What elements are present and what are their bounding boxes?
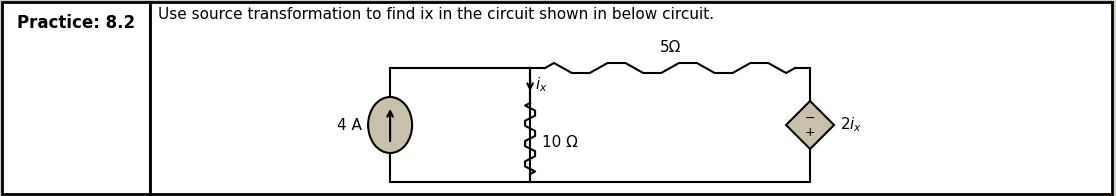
- Polygon shape: [786, 101, 834, 149]
- Text: $2i_x$: $2i_x$: [840, 116, 863, 134]
- Text: +: +: [805, 125, 816, 139]
- Text: $i_x$: $i_x$: [535, 76, 548, 94]
- Bar: [151, 2, 1112, 194]
- Bar: [2, 2, 151, 194]
- Text: −: −: [805, 112, 816, 124]
- Text: 10 Ω: 10 Ω: [542, 135, 578, 150]
- Text: 5Ω: 5Ω: [660, 40, 681, 55]
- Ellipse shape: [368, 97, 412, 153]
- Text: 4 A: 4 A: [337, 117, 362, 132]
- Text: Use source transformation to find ix in the circuit shown in below circuit.: Use source transformation to find ix in …: [158, 7, 714, 22]
- Text: Practice: 8.2: Practice: 8.2: [17, 14, 135, 32]
